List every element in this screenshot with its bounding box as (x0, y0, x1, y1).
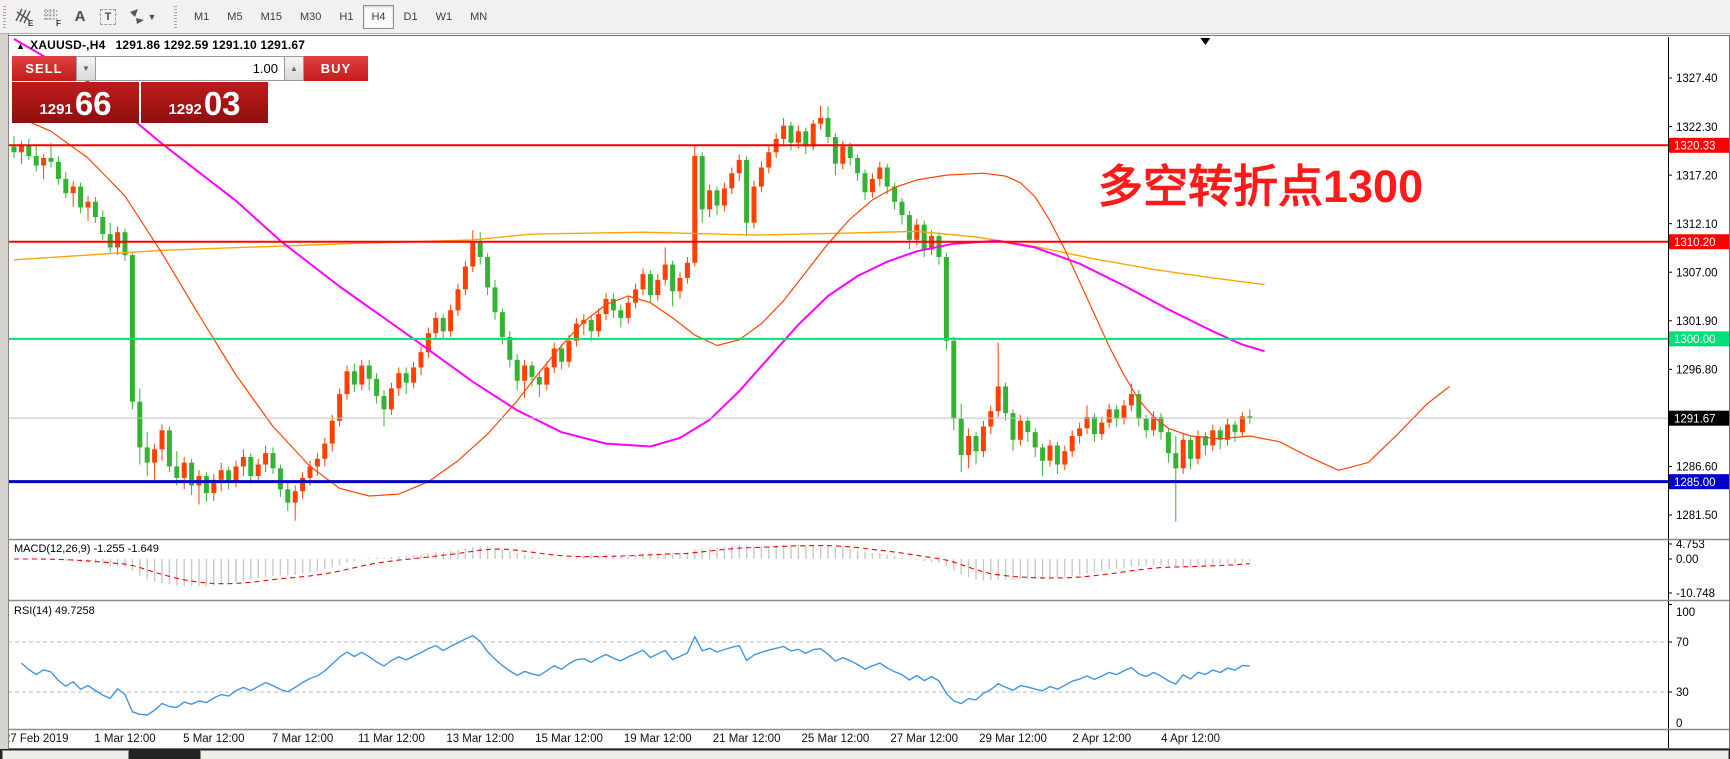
chevron-up-icon: ▲ (290, 64, 298, 73)
date-label: 13 Mar 12:00 (446, 733, 514, 745)
date-axis: 27 Feb 2019 1 Mar 12:00 5 Mar 12:00 7 Mar 1… (4, 733, 1220, 745)
svg-text:70: 70 (1676, 637, 1689, 649)
date-label: 11 Mar 12:00 (358, 733, 425, 745)
date-label: 2 Apr 12:00 (1072, 733, 1131, 745)
rsi-line (20, 634, 1250, 716)
volume-decrease-button[interactable]: ▼ (76, 56, 96, 81)
cursor-arrows-icon[interactable]: ▼ (122, 4, 160, 30)
svg-text:1281.50: 1281.50 (1676, 510, 1718, 522)
buy-price-base: 1292 (168, 101, 202, 118)
date-label: 25 Mar 12:00 (802, 733, 870, 745)
timeframe-button-h1[interactable]: H1 (339, 10, 354, 23)
date-label: 19 Mar 12:00 (624, 733, 692, 745)
chart-expert-icon-svg: E (15, 8, 34, 28)
sell-price-display[interactable]: 1291 66 (12, 82, 139, 123)
date-label: 27 Mar 12:00 (890, 733, 958, 745)
sell-button[interactable]: SELL (12, 56, 76, 81)
svg-text:1310.20: 1310.20 (1674, 237, 1716, 249)
chart-shift-marker-icon (1200, 38, 1211, 45)
text-label-icon[interactable]: T (94, 4, 122, 30)
svg-text:1312.10: 1312.10 (1676, 219, 1718, 231)
macd-panel: 4.753 0.00 -10.748 (14, 539, 1715, 600)
macd-signal-line (14, 544, 1250, 585)
svg-text:1285.00: 1285.00 (1674, 477, 1716, 489)
timeframe-button-mn[interactable]: MN (470, 10, 488, 23)
svg-text:1327.40: 1327.40 (1676, 73, 1718, 85)
rsi-label: RSI(14) 49.7258 (14, 605, 95, 617)
cursor-arrows-svg (129, 8, 144, 24)
toolbar: E F A T ▼ M1 M5 M15 M30 H1 H4 D1 W1 MN (0, 0, 1730, 34)
taskbar-strip (0, 749, 1730, 759)
svg-text:E: E (28, 19, 34, 28)
horizontal-lines-group (8, 144, 1668, 484)
svg-text:100: 100 (1676, 607, 1695, 619)
date-label: 15 Mar 12:00 (535, 733, 603, 745)
svg-text:1322.30: 1322.30 (1676, 122, 1718, 134)
svg-text:0: 0 (1676, 718, 1682, 730)
grid-fibo-icon-svg: F (44, 8, 61, 28)
collapse-triangle-icon[interactable]: ▲ (16, 41, 26, 51)
chart-expert-icon[interactable]: E (10, 4, 38, 30)
price-axis: 1320.33 1310.20 1300.00 1291.67 1285.00 1327.… (1668, 73, 1729, 522)
svg-text:30: 30 (1676, 687, 1689, 699)
sell-price-base: 1291 (39, 101, 73, 118)
symbol-name: XAUUSD-,H4 (30, 38, 106, 52)
svg-text:1320.33: 1320.33 (1674, 141, 1716, 153)
toolbar-drag-handle[interactable] (3, 5, 6, 28)
symbol-info-row: ▲ XAUUSD-,H4 1291.86 1292.59 1291.10 1291.… (16, 38, 305, 52)
timeframe-button-group: M1 M5 M15 M30 H1 H4 D1 W1 MN (185, 4, 496, 29)
date-label: 7 Mar 12:00 (272, 733, 333, 745)
grid-fibo-icon[interactable]: F (38, 4, 66, 30)
svg-text:F: F (56, 19, 61, 28)
ma-mid-magenta (13, 38, 1265, 448)
svg-text:1291.67: 1291.67 (1674, 413, 1716, 425)
macd-label: MACD(12,26,9) -1.255 -1.649 (14, 543, 159, 555)
svg-text:4.753: 4.753 (1676, 539, 1705, 551)
one-click-trade-widget: SELL ▼ ▲ BUY 1291 66 1292 03 (12, 56, 368, 123)
date-label: 21 Mar 12:00 (713, 733, 781, 745)
chevron-down-icon: ▼ (147, 11, 157, 22)
svg-text:1296.80: 1296.80 (1676, 365, 1718, 377)
annotation-text: 多空转折点1300 (1098, 161, 1424, 212)
taskbar-segment[interactable] (2, 750, 129, 759)
timeframe-button-w1[interactable]: W1 (435, 10, 453, 23)
buy-button[interactable]: BUY (304, 56, 368, 81)
text-label-glyph: T (99, 8, 117, 25)
buy-price-pips: 03 (203, 85, 241, 122)
text-a-glyph: A (74, 8, 86, 25)
date-label: 4 Apr 12:00 (1161, 733, 1220, 745)
svg-text:-10.748: -10.748 (1676, 588, 1715, 600)
svg-text:1307.00: 1307.00 (1676, 267, 1718, 279)
taskbar-segment[interactable] (200, 750, 1729, 759)
candles-group (11, 105, 1253, 522)
date-label: 5 Mar 12:00 (183, 733, 244, 745)
svg-text:1286.60: 1286.60 (1676, 462, 1718, 474)
sell-price-pips: 66 (74, 85, 112, 122)
timeframe-button-d1[interactable]: D1 (403, 10, 418, 23)
volume-increase-button[interactable]: ▲ (284, 56, 304, 81)
date-label: 27 Feb 2019 (4, 733, 69, 745)
timeframe-button-m30[interactable]: M30 (299, 10, 322, 23)
text-a-icon[interactable]: A (66, 4, 94, 30)
timeframe-button-m5[interactable]: M5 (227, 10, 243, 23)
buy-price-display[interactable]: 1292 03 (141, 82, 268, 123)
timeframe-button-h4[interactable]: H4 (363, 4, 394, 29)
svg-text:1300.00: 1300.00 (1674, 334, 1716, 346)
symbol-ohlc-values: 1291.86 1292.59 1291.10 1291.67 (115, 38, 306, 52)
timeframe-drag-handle[interactable] (174, 5, 177, 28)
ma-fast-red (13, 114, 1450, 497)
rsi-panel: 100 70 30 0 (8, 604, 1695, 730)
svg-text:1301.90: 1301.90 (1676, 316, 1718, 328)
window-left-border (0, 34, 9, 759)
timeframe-button-m15[interactable]: M15 (260, 10, 282, 23)
chevron-down-icon: ▼ (82, 64, 90, 73)
date-label: 1 Mar 12:00 (94, 733, 155, 745)
svg-text:1317.20: 1317.20 (1676, 170, 1718, 182)
volume-input[interactable] (96, 56, 284, 81)
date-label: 29 Mar 12:00 (979, 733, 1047, 745)
timeframe-button-m1[interactable]: M1 (194, 10, 210, 23)
svg-text:0.00: 0.00 (1676, 554, 1698, 566)
